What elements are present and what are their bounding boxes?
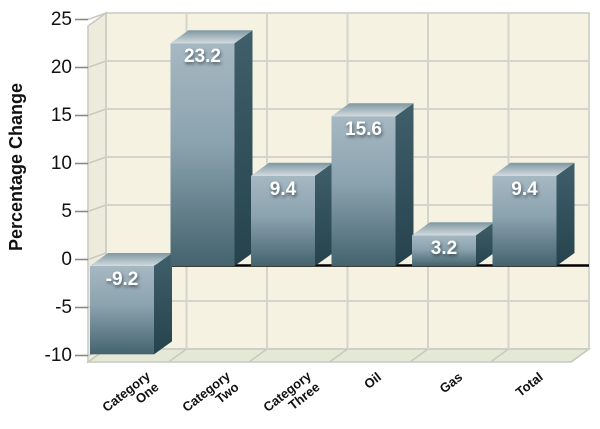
floor-grid-connector xyxy=(168,348,187,363)
floor-grid-connector xyxy=(490,348,509,363)
bar-side-face xyxy=(315,162,333,266)
wall-grid-connector xyxy=(87,252,107,261)
floor-grid-connector xyxy=(248,348,268,363)
bar-front-face xyxy=(170,43,235,266)
bar-front-face xyxy=(90,266,154,355)
bar-value-label: 15.6 xyxy=(345,119,382,141)
bar-side-face xyxy=(234,30,253,267)
bar-side-face xyxy=(395,103,414,267)
bar-value-label: 9.4 xyxy=(511,178,538,200)
bar-top-face xyxy=(170,30,253,44)
floor-grid-connector xyxy=(570,348,590,363)
y-tick-label: 0 xyxy=(61,248,72,270)
y-tick-label: 5 xyxy=(61,200,72,222)
bar-side-face xyxy=(476,222,494,266)
y-tick-label: -5 xyxy=(55,296,72,318)
bar-top-face xyxy=(412,222,494,236)
floor-grid-connector xyxy=(409,348,429,363)
wall-grid-connector xyxy=(87,156,107,165)
bar-value-label: 23.2 xyxy=(184,46,221,68)
y-tick-label: 10 xyxy=(50,152,72,174)
y-axis-title: Percentage Change xyxy=(6,82,26,252)
y-tick-label: 20 xyxy=(50,56,72,78)
y-tick-label: -10 xyxy=(44,344,72,366)
wall-grid-connector xyxy=(87,12,107,21)
y-tick-label: 15 xyxy=(50,104,72,126)
bars xyxy=(90,30,575,355)
bar-top-face xyxy=(331,103,414,117)
bar-top-face xyxy=(251,162,333,176)
wall-grid-connector xyxy=(87,60,107,69)
bar-top-face xyxy=(90,253,172,266)
bar-value-label: 9.4 xyxy=(269,178,297,200)
y-tick-label: 25 xyxy=(50,8,72,30)
wall-grid-connector xyxy=(87,108,107,117)
bar-front-face xyxy=(492,175,557,266)
wall-grid-connector xyxy=(87,204,107,213)
bar-side-face xyxy=(556,162,575,266)
floor-grid-connector xyxy=(329,348,348,363)
bar-front-face xyxy=(412,235,476,266)
bar-top-face xyxy=(492,162,575,176)
bar-front-face xyxy=(331,116,396,267)
bar-value-label: -9.2 xyxy=(105,269,139,290)
bar-front-face xyxy=(251,175,315,266)
bar-side-face xyxy=(154,253,172,355)
bar-value-label: 3.2 xyxy=(430,238,458,260)
axis-ticks xyxy=(75,18,88,357)
